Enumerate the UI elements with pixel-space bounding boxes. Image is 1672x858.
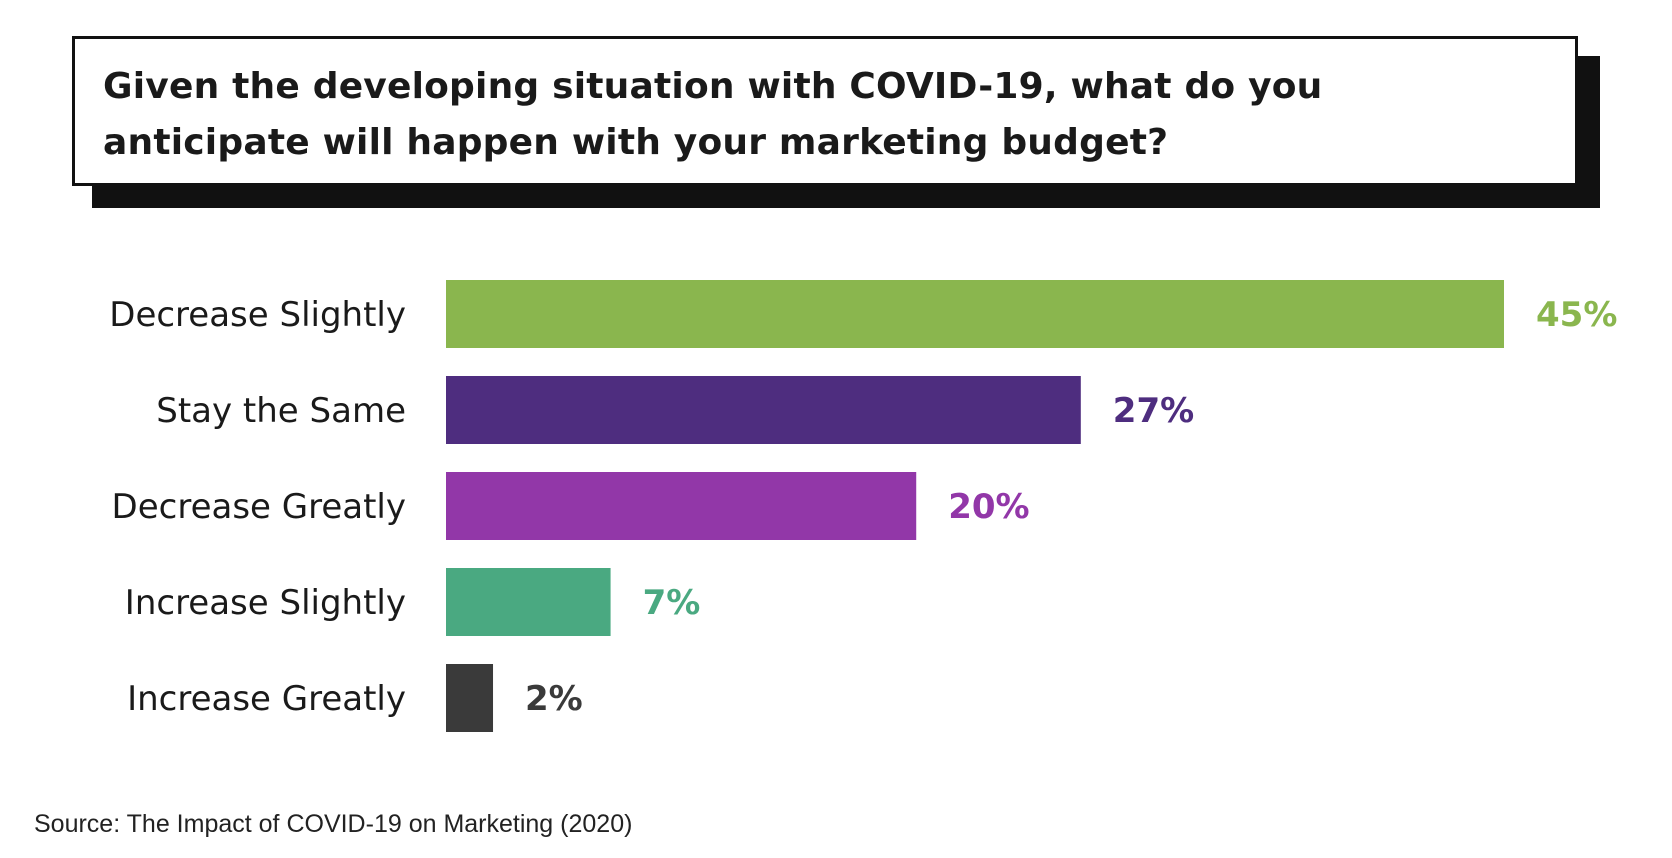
value-label: 20% <box>948 487 1029 527</box>
category-label: Decrease Greatly <box>112 487 406 527</box>
chart-title: Given the developing situation with COVI… <box>103 66 1323 163</box>
category-label: Increase Greatly <box>127 679 406 719</box>
category-label: Increase Slightly <box>125 583 406 623</box>
category-label: Stay the Same <box>156 391 406 431</box>
value-label: 27% <box>1113 391 1194 431</box>
category-label: Decrease Slightly <box>109 295 406 335</box>
bar <box>446 280 1504 348</box>
title-box: Given the developing situation with COVI… <box>72 36 1578 186</box>
value-label: 7% <box>643 583 701 623</box>
source-note: Source: The Impact of COVID-19 on Market… <box>34 810 633 838</box>
bar <box>446 376 1081 444</box>
value-label: 45% <box>1536 295 1617 335</box>
bar <box>446 568 611 636</box>
value-label: 2% <box>525 679 583 719</box>
bar <box>446 472 917 540</box>
bar <box>446 664 494 732</box>
